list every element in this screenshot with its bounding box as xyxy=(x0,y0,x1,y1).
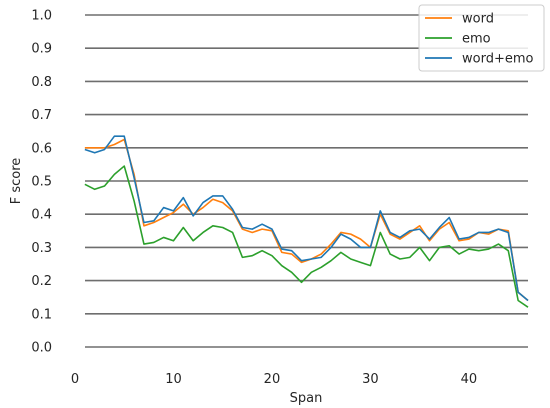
legend: word emo word+emo xyxy=(418,4,545,72)
x-axis-label: Span xyxy=(290,391,323,406)
series-line-emo xyxy=(84,165,529,308)
x-tick-label: 30 xyxy=(362,372,379,387)
legend-box xyxy=(418,4,545,72)
series-line-word xyxy=(84,138,529,302)
y-tick-label: 0.8 xyxy=(31,75,52,90)
y-tick-label: 0.9 xyxy=(31,42,52,57)
y-tick-label: 0.4 xyxy=(31,208,52,223)
x-tick-label: 40 xyxy=(461,372,478,387)
legend-entry: word+emo xyxy=(462,52,534,67)
x-tick-label: 0 xyxy=(71,372,79,387)
y-tick-label: 0.2 xyxy=(31,274,52,289)
y-tick-label: 0.5 xyxy=(31,175,52,190)
y-tick-labels: 0.0 0.1 0.2 0.3 0.4 0.5 0.6 0.7 0.8 0.9 1.0 xyxy=(31,9,52,356)
y-tick-label: 0.6 xyxy=(31,141,52,156)
y-tick-label: 0.1 xyxy=(31,307,52,322)
y-axis-label: F score xyxy=(9,158,24,205)
y-tick-label: 0.3 xyxy=(31,241,52,256)
legend-entry: word xyxy=(462,12,494,27)
series-line-word-emo xyxy=(84,135,529,302)
y-tick-label: 0.0 xyxy=(31,341,52,356)
y-tick-label: 1.0 xyxy=(31,9,52,24)
y-tick-label: 0.7 xyxy=(31,108,52,123)
x-tick-label: 10 xyxy=(165,372,182,387)
series-lines xyxy=(84,135,529,308)
x-tick-label: 20 xyxy=(264,372,281,387)
x-tick-labels: 0 10 20 30 40 xyxy=(71,372,477,387)
legend-entry: emo xyxy=(462,32,491,47)
